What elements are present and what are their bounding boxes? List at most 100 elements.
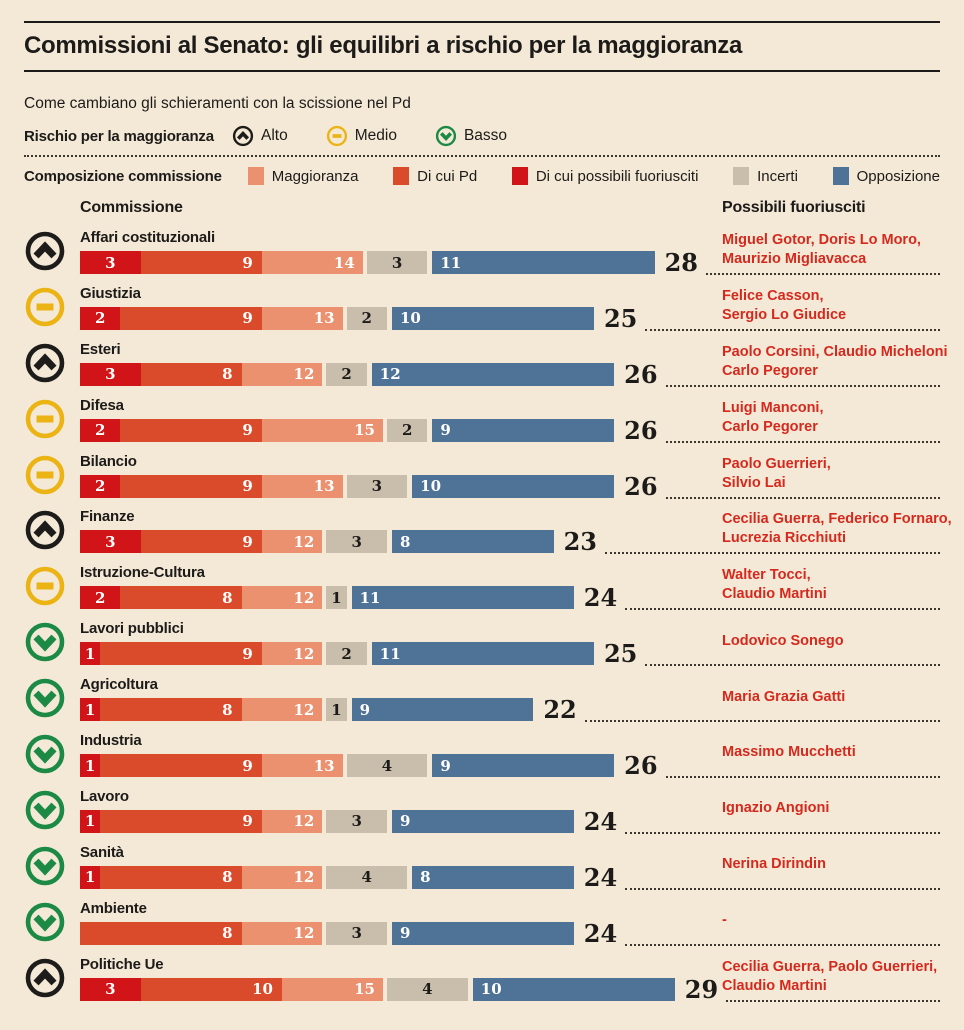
bar-segment-maggioranza: 12 (241, 586, 323, 610)
defector-name-line: - (722, 912, 727, 929)
defector-name-line: Silvio Lai (722, 474, 786, 491)
bar-segment-maggioranza: 14 (261, 251, 363, 274)
seat-bar: 3 8 12 2 12 (80, 362, 615, 386)
bar-segment-incerti: 1 (326, 698, 347, 722)
seat-bar: 2 9 15 2 9 (80, 418, 615, 442)
defector-name-line: Paolo Guerrieri, (722, 455, 831, 472)
defector-name-line: Luigi Manconi, (722, 399, 824, 416)
bar-segment-opposizione: 12 (371, 362, 615, 386)
seat-total: 29 (684, 974, 719, 1004)
defector-name-line: Cecilia Guerra, Federico Fornaro, (722, 511, 952, 528)
bar-segment-pd: 9 (100, 809, 262, 833)
page-title: Commissioni al Senato: gli equilibri a r… (24, 32, 742, 59)
bar-segment-maggioranza: 15 (281, 977, 383, 1001)
bar-segment-incerti: 1 (326, 586, 347, 610)
bar-segment-maggioranza: 13 (261, 306, 343, 330)
bar-segment-maggioranza: 12 (241, 362, 323, 386)
bar-line: 2 9 13 2 10 25 (80, 306, 940, 331)
bar-segment-fuoriusciti: 1 (80, 865, 101, 889)
bar-segment-opposizione: 10 (412, 474, 615, 498)
bar-segment-fuoriusciti: 3 (80, 530, 141, 554)
bar-segment-opposizione: 9 (351, 698, 534, 722)
defector-name-line: Nerina Dirindin (722, 856, 826, 873)
seat-bar: 1 9 12 3 9 (80, 809, 574, 833)
bar-segment-fuoriusciti: 2 (80, 586, 121, 610)
defector-names: Miguel Gotor, Doris Lo Moro, Maurizio Mig… (722, 222, 940, 278)
bar-line: 3 8 12 2 12 26 (80, 362, 940, 387)
defector-name-line: Maria Grazia Gatti (722, 688, 846, 705)
composition-legend-items: Maggioranza Di cui Pd Di cui possibili fuo… (247, 167, 940, 185)
bar-segment-fuoriusciti: 3 (80, 251, 141, 274)
composition-legend-item-label: Opposizione (856, 167, 940, 185)
composition-legend-item-pd: Di cui Pd (393, 167, 477, 185)
risk-badge-basso (24, 845, 66, 887)
commission-name: Difesa (80, 396, 124, 414)
risk-legend-items: Alto Medio Basso (232, 125, 545, 147)
risk-badge-medio (24, 286, 66, 328)
minus-icon (326, 125, 355, 147)
bar-segment-opposizione: 8 (412, 865, 574, 889)
commission-name: Industria (80, 732, 142, 750)
defector-names: Maria Grazia Gatti (722, 669, 940, 725)
seat-total: 22 (543, 695, 577, 725)
commission-name: Finanze (80, 508, 135, 526)
bar-segment-pd: 9 (120, 474, 262, 498)
row-dotted-separator (645, 328, 940, 331)
commission-column-header: Commissione (80, 199, 183, 216)
risk-badge-basso (24, 733, 66, 775)
bar-segment-pd: 9 (100, 642, 262, 666)
defector-name-line: Lodovico Sonego (722, 632, 844, 649)
defectors-column-header: Possibili fuoriusciti (722, 199, 866, 216)
commission-main: Istruzione-Cultura 2 8 12 1 11 24 (80, 560, 940, 613)
bar-segment-pd: 9 (120, 418, 262, 442)
defector-names: Cecilia Guerra, Federico Fornaro, Lucrezi… (722, 501, 952, 557)
bar-segment-opposizione: 10 (391, 306, 594, 330)
bar-segment-incerti: 4 (346, 754, 428, 778)
defector-names: Walter Tocci, Claudio Martini (722, 557, 940, 613)
defector-names: Paolo Guerrieri, Silvio Lai (722, 446, 940, 502)
commission-name: Ambiente (80, 899, 147, 917)
defector-names: Luigi Manconi, Carlo Pegorer (722, 390, 940, 446)
risk-badge-basso (24, 789, 66, 831)
bar-segment-maggioranza: 12 (261, 642, 323, 666)
subtitle: Come cambiano gli schieramenti con la sc… (24, 95, 411, 112)
composition-legend-item-label: Di cui Pd (417, 167, 478, 185)
commission-row: Agricoltura 1 8 12 1 9 22 Maria Grazia Gatti (24, 672, 940, 728)
risk-badge-alto (24, 342, 66, 384)
commission-name: Bilancio (80, 452, 137, 470)
row-dotted-separator (625, 887, 940, 890)
title-rule (24, 70, 940, 72)
bar-line: 1 8 12 4 8 24 (80, 865, 940, 890)
defector-names: Nerina Dirindin (722, 837, 940, 893)
bar-segment-fuoriusciti: 2 (80, 306, 121, 330)
risk-badge-medio (24, 454, 66, 496)
risk-badge-medio (24, 398, 66, 440)
commission-row: Lavori pubblici 1 9 12 2 11 25 Lodovico Sone… (24, 616, 940, 672)
seat-total: 28 (664, 248, 698, 277)
bar-segment-incerti: 3 (366, 251, 428, 274)
chevron-up-icon (24, 511, 66, 555)
risk-legend-item-label: Alto (261, 127, 288, 144)
seat-bar: 3 9 14 3 11 (80, 251, 655, 274)
bar-line: 2 9 15 2 9 26 (80, 418, 940, 443)
seat-bar: 2 8 12 1 11 (80, 586, 574, 610)
commission-row: Ambiente 8 12 3 9 24 - (24, 896, 940, 952)
bar-segment-fuoriusciti: 1 (80, 698, 101, 722)
seat-bar: 2 9 13 3 10 (80, 474, 615, 498)
bar-segment-maggioranza: 13 (261, 754, 343, 778)
defector-names: - (722, 893, 940, 949)
seat-bar: 3 10 15 4 10 (80, 977, 675, 1001)
defector-name-line: Claudio Martini (722, 586, 827, 603)
composition-legend-item-opposizione: Opposizione (832, 167, 940, 185)
commission-row: Bilancio 2 9 13 3 10 26 Paolo Guerrieri, Silv… (24, 449, 940, 505)
seat-total: 24 (583, 583, 618, 613)
color-swatch-icon (247, 167, 264, 185)
risk-legend-item-label: Basso (463, 127, 508, 144)
seat-bar: 3 9 12 3 8 (80, 530, 554, 554)
bar-segment-incerti: 4 (326, 865, 408, 889)
seat-bar: 8 12 3 9 (80, 921, 574, 945)
composition-legend: Composizione commissione Maggioranza Di c… (24, 157, 940, 195)
bar-line: 3 10 15 4 10 29 (80, 974, 940, 1004)
chevron-up-icon (232, 125, 261, 147)
bar-segment-opposizione: 9 (432, 418, 615, 442)
